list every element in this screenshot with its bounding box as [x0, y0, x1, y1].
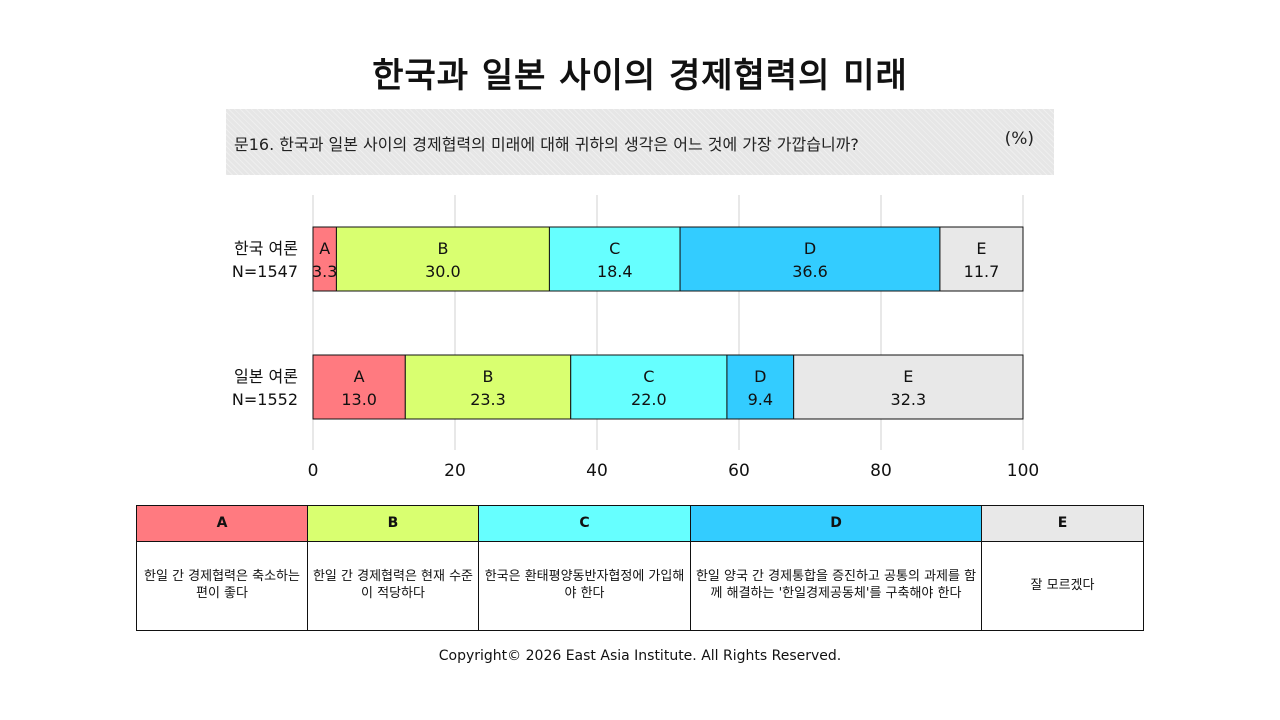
data-label: 18.4 — [597, 262, 633, 281]
legend-header-c: C — [478, 505, 691, 542]
data-label: 32.3 — [891, 390, 927, 409]
x-tick-label: 40 — [586, 461, 608, 481]
question-box: 문16. 한국과 일본 사이의 경제협력의 미래에 대해 귀하의 생각은 어느 … — [226, 109, 1054, 175]
bar-segment — [793, 354, 1024, 420]
legend-header-b: B — [307, 505, 479, 542]
x-tick-label: 80 — [870, 461, 892, 481]
bar-segment — [939, 226, 1024, 292]
stacked-bar-chart: A 3.3 B 30.0 C 18.4 D 36.6 E 11.7 한국 여론 N=1547 A 13.0… — [232, 195, 1039, 481]
legend-header-d: D — [690, 505, 982, 542]
series-label: C — [643, 367, 654, 386]
bar-segment — [570, 354, 728, 420]
legend-description-a: 한일 간 경제협력은 축소하는 편이 좋다 — [136, 541, 308, 631]
unit-label: (%) — [1004, 129, 1034, 149]
bar-segment — [335, 226, 550, 292]
series-label: E — [903, 367, 913, 386]
data-label: 13.0 — [341, 390, 377, 409]
data-label: 9.4 — [748, 390, 773, 409]
x-tick-label: 100 — [1007, 461, 1039, 481]
legend-description-e: 잘 모르겠다 — [981, 541, 1144, 631]
legend-description-d: 한일 양국 간 경제통합을 증진하고 공통의 과제를 함께 해결하는 '한일경제… — [690, 541, 982, 631]
x-tick-label: 20 — [444, 461, 466, 481]
legend-header-a: A — [136, 505, 308, 542]
question-text: 문16. 한국과 일본 사이의 경제협력의 미래에 대해 귀하의 생각은 어느 … — [234, 135, 859, 154]
x-tick-label: 0 — [308, 461, 319, 481]
data-label: 36.6 — [792, 262, 828, 281]
series-label: B — [437, 239, 448, 258]
bar-segment — [312, 354, 406, 420]
legend-description-b: 한일 간 경제협력은 현재 수준이 적당하다 — [307, 541, 479, 631]
bar-segment — [548, 226, 681, 292]
series-label: C — [609, 239, 620, 258]
series-label: A — [354, 367, 365, 386]
data-label: 22.0 — [631, 390, 667, 409]
bar-segment — [404, 354, 572, 420]
series-label: D — [754, 367, 766, 386]
category-label: 한국 여론 — [234, 239, 298, 258]
bar-segment — [726, 354, 795, 420]
series-label: D — [804, 239, 816, 258]
legend-header-e: E — [981, 505, 1144, 542]
data-label: 11.7 — [964, 262, 1000, 281]
series-label: E — [976, 239, 986, 258]
data-label: 3.3 — [312, 262, 337, 281]
series-label: B — [483, 367, 494, 386]
legend-description-row: 한일 간 경제협력은 축소하는 편이 좋다 한일 간 경제협력은 현재 수준이 … — [136, 541, 1144, 631]
legend-header-row: A B C D E — [136, 505, 1144, 542]
category-label: N=1552 — [232, 390, 298, 409]
legend-table: A B C D E 한일 간 경제협력은 축소하는 편이 좋다 한일 간 경제협… — [136, 505, 1144, 631]
legend-description-c: 한국은 환태평양동반자협정에 가입해야 한다 — [478, 541, 691, 631]
category-label: N=1547 — [232, 262, 298, 281]
category-label: 일본 여론 — [234, 367, 298, 386]
series-label: A — [319, 239, 330, 258]
bar-segment — [679, 226, 941, 292]
copyright-text: Copyright© 2026 East Asia Institute. All… — [438, 648, 842, 664]
bar-segment — [312, 226, 337, 292]
page-title: 한국과 일본 사이의 경제협력의 미래 — [372, 56, 908, 96]
data-label: 30.0 — [425, 262, 461, 281]
data-label: 23.3 — [470, 390, 506, 409]
x-tick-label: 60 — [728, 461, 750, 481]
